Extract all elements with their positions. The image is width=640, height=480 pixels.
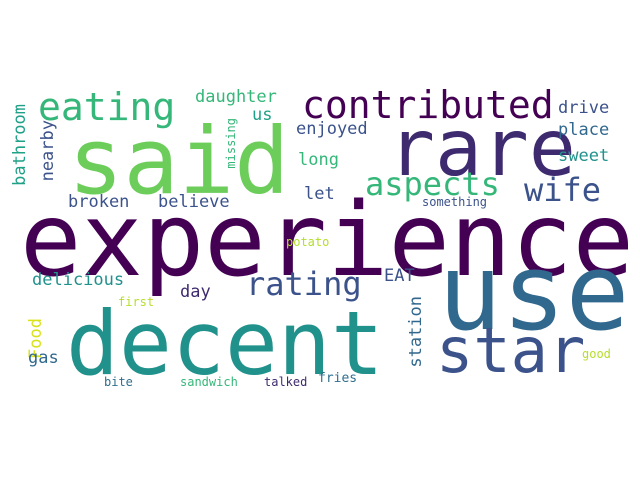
- word-nearby: nearby: [38, 120, 58, 182]
- word-something: something: [422, 195, 488, 209]
- word-eat: EAT: [384, 266, 415, 286]
- word-said: said: [68, 108, 290, 215]
- word-bathroom: bathroom: [10, 104, 30, 186]
- word-believe: believe: [158, 192, 230, 212]
- word-drive: drive: [558, 98, 610, 118]
- word-enjoyed: enjoyed: [296, 119, 368, 139]
- word-star: star: [436, 314, 586, 387]
- word-use: use: [438, 231, 630, 354]
- word-aspects: aspects: [365, 165, 500, 203]
- word-experience: experience: [20, 181, 635, 300]
- word-fries: fries: [318, 371, 358, 386]
- word-sweet: sweet: [558, 146, 610, 166]
- word-wife: wife: [524, 171, 602, 209]
- word-good: good: [582, 347, 611, 361]
- word-eating: eating: [38, 85, 176, 129]
- word-us: us: [252, 105, 273, 125]
- word-potato: potato: [286, 235, 330, 249]
- word-rating: rating: [246, 265, 362, 303]
- word-decent: decent: [66, 292, 384, 395]
- word-gas: gas: [28, 348, 59, 368]
- word-day: day: [180, 282, 211, 302]
- word-let: let: [304, 184, 335, 204]
- word-rare: rare: [388, 104, 576, 194]
- word-talked: talked: [264, 375, 308, 389]
- word-bite: bite: [104, 375, 133, 389]
- word-daughter: daughter: [195, 87, 277, 107]
- word-place: place: [558, 120, 610, 140]
- word-delicious: delicious: [32, 270, 125, 290]
- word-broken: broken: [68, 192, 130, 212]
- word-missing: missing: [224, 118, 238, 169]
- word-contributed: contributed: [302, 83, 554, 127]
- word-long: long: [298, 150, 339, 170]
- word-first: first: [118, 295, 155, 309]
- word-station: station: [406, 296, 426, 368]
- word-sandwich: sandwich: [180, 375, 238, 389]
